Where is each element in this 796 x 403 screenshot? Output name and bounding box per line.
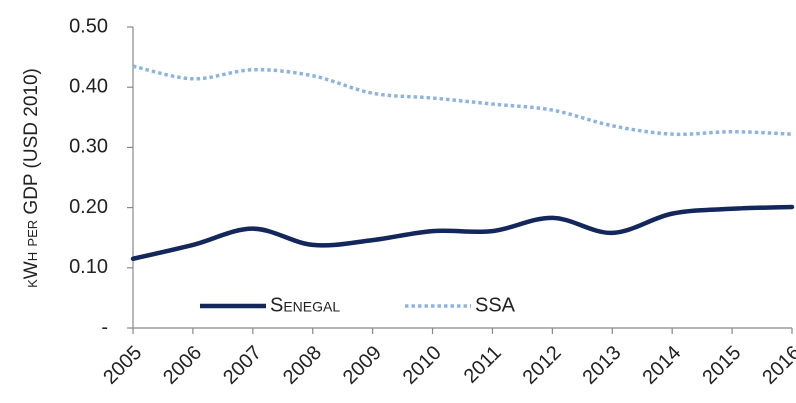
x-tick-label: 2016 <box>758 342 796 389</box>
line-series <box>132 64 793 137</box>
x-tick-label: 2007 <box>219 342 266 389</box>
x-tick-label: 2011 <box>460 342 506 388</box>
legend-label: SSA <box>475 294 516 316</box>
x-tick-label: 2013 <box>579 342 626 389</box>
y-tick-label: - <box>101 316 108 338</box>
legend-label: Senegal <box>270 294 340 316</box>
y-tick-label: 0.30 <box>69 136 108 158</box>
y-axis-label: kWh per GDP (USD 2010) <box>21 68 42 288</box>
x-tick-label: 2015 <box>698 342 745 389</box>
line-series <box>130 204 795 262</box>
x-tick-label: 2008 <box>279 342 326 389</box>
y-tick-label: 0.20 <box>69 196 108 218</box>
x-tick-label: 2009 <box>339 342 386 389</box>
x-tick-label: 2014 <box>638 342 685 389</box>
y-tick-label: 0.50 <box>69 15 108 37</box>
x-tick-label: 2005 <box>99 342 146 389</box>
y-tick-label: 0.40 <box>69 75 108 97</box>
x-tick-label: 2012 <box>519 342 566 389</box>
x-tick-label: 2006 <box>159 342 206 389</box>
y-tick-label: 0.10 <box>69 256 108 278</box>
x-tick-label: 2010 <box>399 342 446 389</box>
